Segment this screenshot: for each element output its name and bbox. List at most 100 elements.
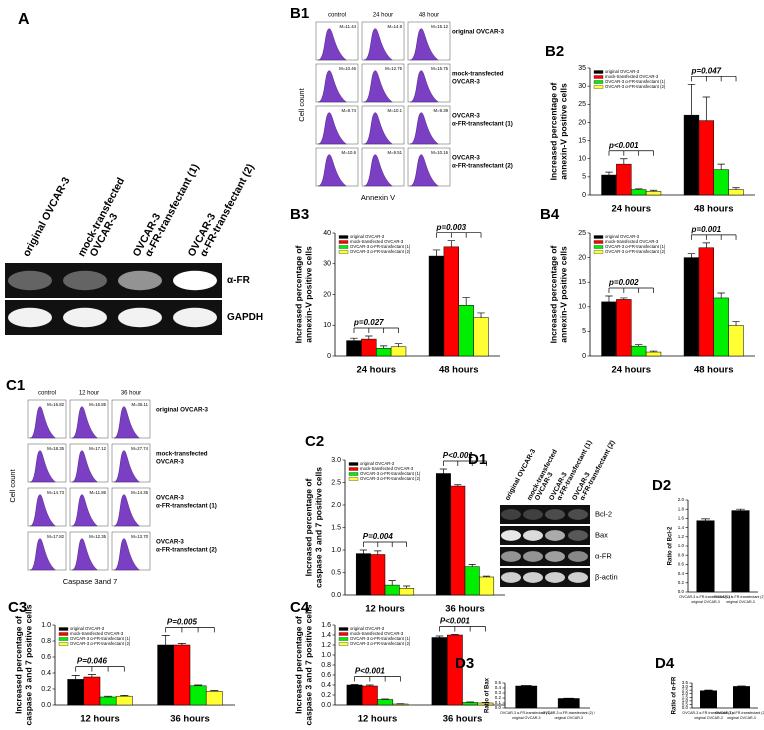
m-value: M=10.46	[339, 66, 356, 71]
error-bar	[477, 312, 485, 318]
error-bar	[605, 171, 613, 176]
y-axis-label: caspase 3 and 7 positive cells	[23, 604, 33, 725]
y-axis-label: caspase 3 and 7 positive cells	[303, 604, 313, 725]
error-bar	[432, 249, 441, 257]
band	[118, 270, 162, 291]
histogram	[71, 494, 98, 527]
bar	[696, 520, 715, 593]
panel-label: C3	[8, 599, 27, 616]
legend-swatch	[58, 642, 69, 646]
y-tick-label: 0.5	[682, 702, 689, 707]
m-value: M=18.35	[47, 446, 64, 451]
panel-label: B3	[290, 206, 309, 223]
m-value: M=8.74	[342, 108, 357, 113]
bar	[346, 684, 363, 706]
m-value: M=16.82	[47, 402, 64, 407]
column-header: 12 hour	[79, 391, 99, 397]
y-tick-label: 20	[578, 119, 586, 126]
p-value: p=0.027	[353, 318, 384, 327]
m-value: M=14.8	[388, 24, 403, 29]
y-tick-label: 2.5	[682, 687, 689, 692]
row-label: α-FR-transfectant (1)	[156, 503, 217, 510]
legend-swatch	[338, 245, 349, 249]
m-value: M=10.16	[431, 150, 448, 155]
error-bar	[736, 508, 745, 511]
band	[118, 307, 162, 328]
error-bar	[634, 344, 643, 347]
y-axis-label: caspase 3 and 7 positive cells	[313, 467, 323, 588]
p-value: P<0.001	[355, 667, 386, 676]
y-tick-label: 10	[578, 156, 586, 163]
bar	[377, 699, 394, 706]
bar	[698, 120, 715, 196]
legend-label: OVCAR-3 α-FR-transfectant (2)	[360, 476, 421, 481]
error-bar	[194, 684, 203, 686]
histogram	[71, 538, 98, 571]
error-bar	[451, 634, 459, 635]
y-tick-label: 1.5	[331, 524, 341, 531]
error-bar	[462, 297, 470, 306]
x-tick-label: original OVCAR-3	[691, 600, 720, 604]
y-axis-label: annexin-V positive cells	[558, 246, 568, 343]
legend-swatch	[593, 245, 604, 249]
y-axis-label: Increased percentage of	[303, 478, 313, 576]
histogram	[409, 28, 439, 61]
y-tick-label: 5	[582, 328, 586, 335]
band	[568, 509, 588, 520]
x-tick-label: 24 hours	[356, 365, 396, 376]
significance-bracket	[165, 627, 215, 633]
bar	[616, 299, 632, 357]
bar	[700, 690, 717, 709]
bar	[384, 584, 400, 596]
band-label: Bax	[595, 530, 608, 539]
bar	[399, 588, 415, 596]
y-tick-label: 1.6	[321, 622, 331, 629]
error-bar	[687, 253, 696, 258]
y-tick-label: 20	[323, 291, 331, 298]
y-tick-label: 0.4	[321, 682, 331, 689]
error-bar	[381, 698, 389, 700]
legend-label: mock-transfected OVCAR-3	[605, 239, 659, 244]
legend-swatch	[593, 75, 604, 79]
panel-label: B2	[545, 43, 564, 60]
y-tick-label: 0.8	[41, 638, 51, 645]
y-tick-label: 1.2	[321, 642, 331, 649]
y-tick-label: 2.0	[331, 502, 341, 509]
band	[501, 551, 521, 562]
error-bar	[732, 321, 740, 326]
band	[173, 307, 217, 328]
error-bar	[388, 580, 396, 586]
error-bar	[87, 674, 96, 677]
x-tick-label: original OVCAR-3	[726, 600, 755, 604]
p-value: p=0.047	[691, 66, 722, 75]
error-bar	[704, 689, 713, 691]
legend-swatch	[348, 472, 359, 476]
bar	[83, 676, 101, 706]
histogram	[409, 70, 439, 103]
p-value: P<0.001	[440, 617, 471, 626]
x-tick-label: OVCAR-3 α-FR-transfectant (2) /	[714, 595, 764, 599]
panel-label: B1	[290, 5, 309, 22]
y-tick-label: 0.0	[682, 705, 689, 710]
legend-swatch	[593, 80, 604, 84]
panel-label: A	[18, 11, 30, 28]
bar	[346, 340, 362, 357]
legend-label: mock-transfected OVCAR-3	[70, 631, 124, 636]
legend-label: original OVCAR-3	[70, 626, 105, 631]
row-label: original OVCAR-3	[156, 407, 208, 414]
y-tick-label: 1.0	[321, 652, 331, 659]
y-tick-label: 1.2	[678, 534, 685, 539]
legend-label: OVCAR-3 α-FR-transfectant (1)	[605, 244, 666, 249]
legend-swatch	[348, 467, 359, 471]
x-tick-label: OVCAR-3 α-FR-transfectant (1) /	[682, 711, 734, 715]
bar	[731, 510, 750, 593]
y-tick-label: 0.1	[495, 700, 502, 705]
legend-label: OVCAR-3 α-FR-transfectant (2)	[350, 641, 411, 646]
legend-label: mock-transfected OVCAR-3	[350, 631, 404, 636]
y-tick-label: 0.4	[41, 670, 51, 677]
legend-swatch	[338, 250, 349, 254]
p-value: p=0.001	[691, 225, 722, 234]
bar	[645, 351, 662, 357]
y-tick-label: 0.2	[321, 692, 331, 699]
